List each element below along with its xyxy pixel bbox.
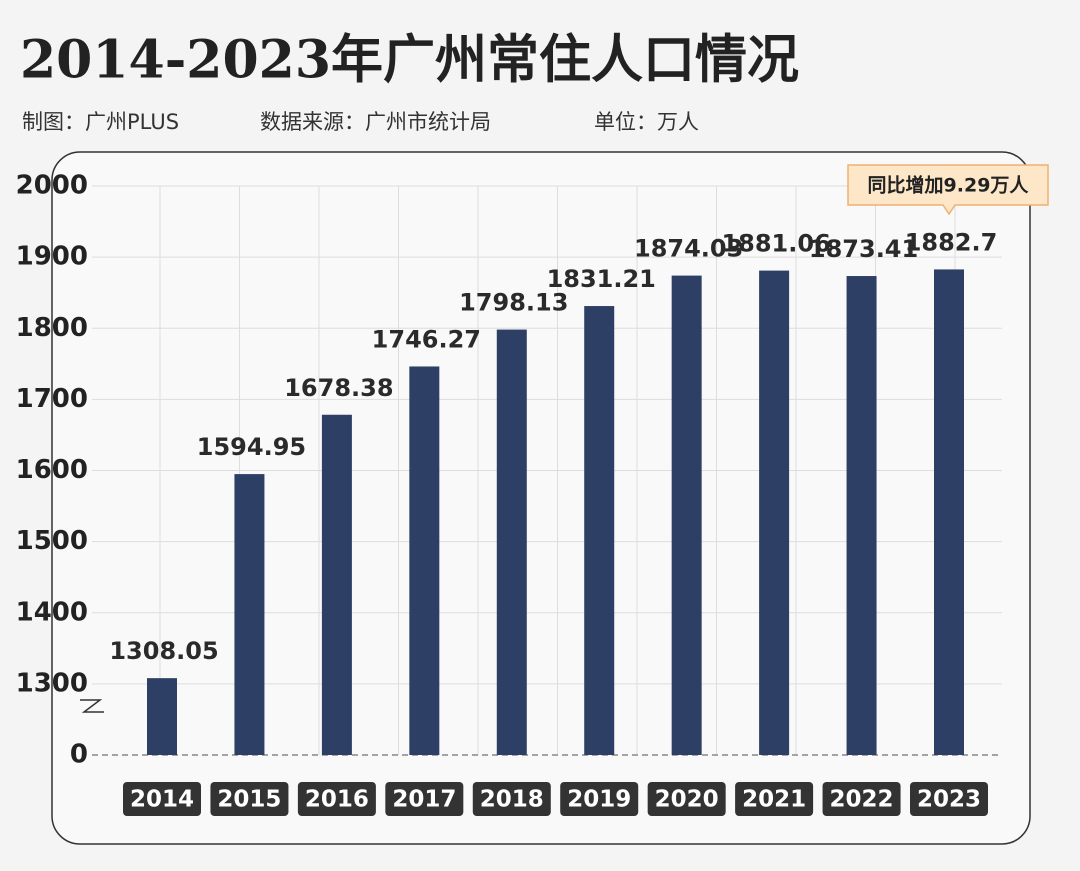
data-label: 1594.95 <box>197 433 306 461</box>
y-tick-label: 2000 <box>16 171 88 201</box>
data-label: 1678.38 <box>284 374 393 402</box>
x-tick-label: 2021 <box>742 787 806 813</box>
x-tick-label: 2015 <box>217 787 281 813</box>
data-label: 1831.21 <box>547 265 656 293</box>
data-label: 1308.05 <box>109 637 218 665</box>
chart-title: 2014-2023年广州常住人口情况 <box>20 30 799 91</box>
y-tick-label: 1700 <box>16 384 88 414</box>
bar <box>496 329 527 755</box>
x-tick-box <box>385 782 464 816</box>
data-label: 1873.41 <box>809 235 918 263</box>
x-tick-label: 2016 <box>305 787 369 813</box>
bar <box>147 678 177 755</box>
x-tick-label: 2022 <box>830 787 894 813</box>
callout <box>847 164 1049 216</box>
note: 制图：广州PLUS <box>22 110 179 134</box>
x-tick-box <box>123 782 201 816</box>
x-tick-box <box>910 782 988 816</box>
y-tick-label: 1500 <box>16 526 88 556</box>
x-tick-box <box>472 782 551 816</box>
data-label: 1874.03 <box>634 235 743 263</box>
x-tick-label: 2017 <box>392 787 456 813</box>
x-tick-box <box>210 782 289 816</box>
bar <box>584 306 615 755</box>
x-tick-label: 2018 <box>480 787 544 813</box>
y-tick-label: 1600 <box>16 455 88 485</box>
y-tick-label: 0 <box>70 740 88 770</box>
bar <box>671 275 702 755</box>
x-tick-label: 2019 <box>567 787 631 813</box>
bar <box>846 276 877 755</box>
y-tick-label: 1300 <box>16 668 88 698</box>
x-tick-label: 2020 <box>655 787 719 813</box>
bar <box>934 269 964 755</box>
annotation: 同比增加9.29万人 <box>868 174 1030 197</box>
axis-break <box>80 699 104 713</box>
x-tick-label: 2014 <box>130 787 194 813</box>
data-label: 1881.06 <box>721 230 830 258</box>
bar <box>409 366 440 755</box>
y-tick-label: 1900 <box>16 242 88 272</box>
x-tick-label: 2023 <box>917 787 981 813</box>
y-tick-label: 1800 <box>16 313 88 343</box>
note: 数据来源：广州市统计局 <box>260 110 491 134</box>
data-label: 1746.27 <box>372 325 481 353</box>
x-tick-box <box>647 782 726 816</box>
bar <box>759 270 790 755</box>
data-label: 1798.13 <box>459 289 568 317</box>
bar <box>234 474 265 755</box>
x-tick-box <box>735 782 814 816</box>
x-tick-box <box>560 782 639 816</box>
data-label: 1882.7 <box>905 228 998 256</box>
y-tick-label: 1400 <box>16 597 88 627</box>
bar <box>321 414 352 755</box>
x-tick-box <box>822 782 901 816</box>
x-tick-box <box>297 782 376 816</box>
note: 单位：万人 <box>594 110 699 134</box>
